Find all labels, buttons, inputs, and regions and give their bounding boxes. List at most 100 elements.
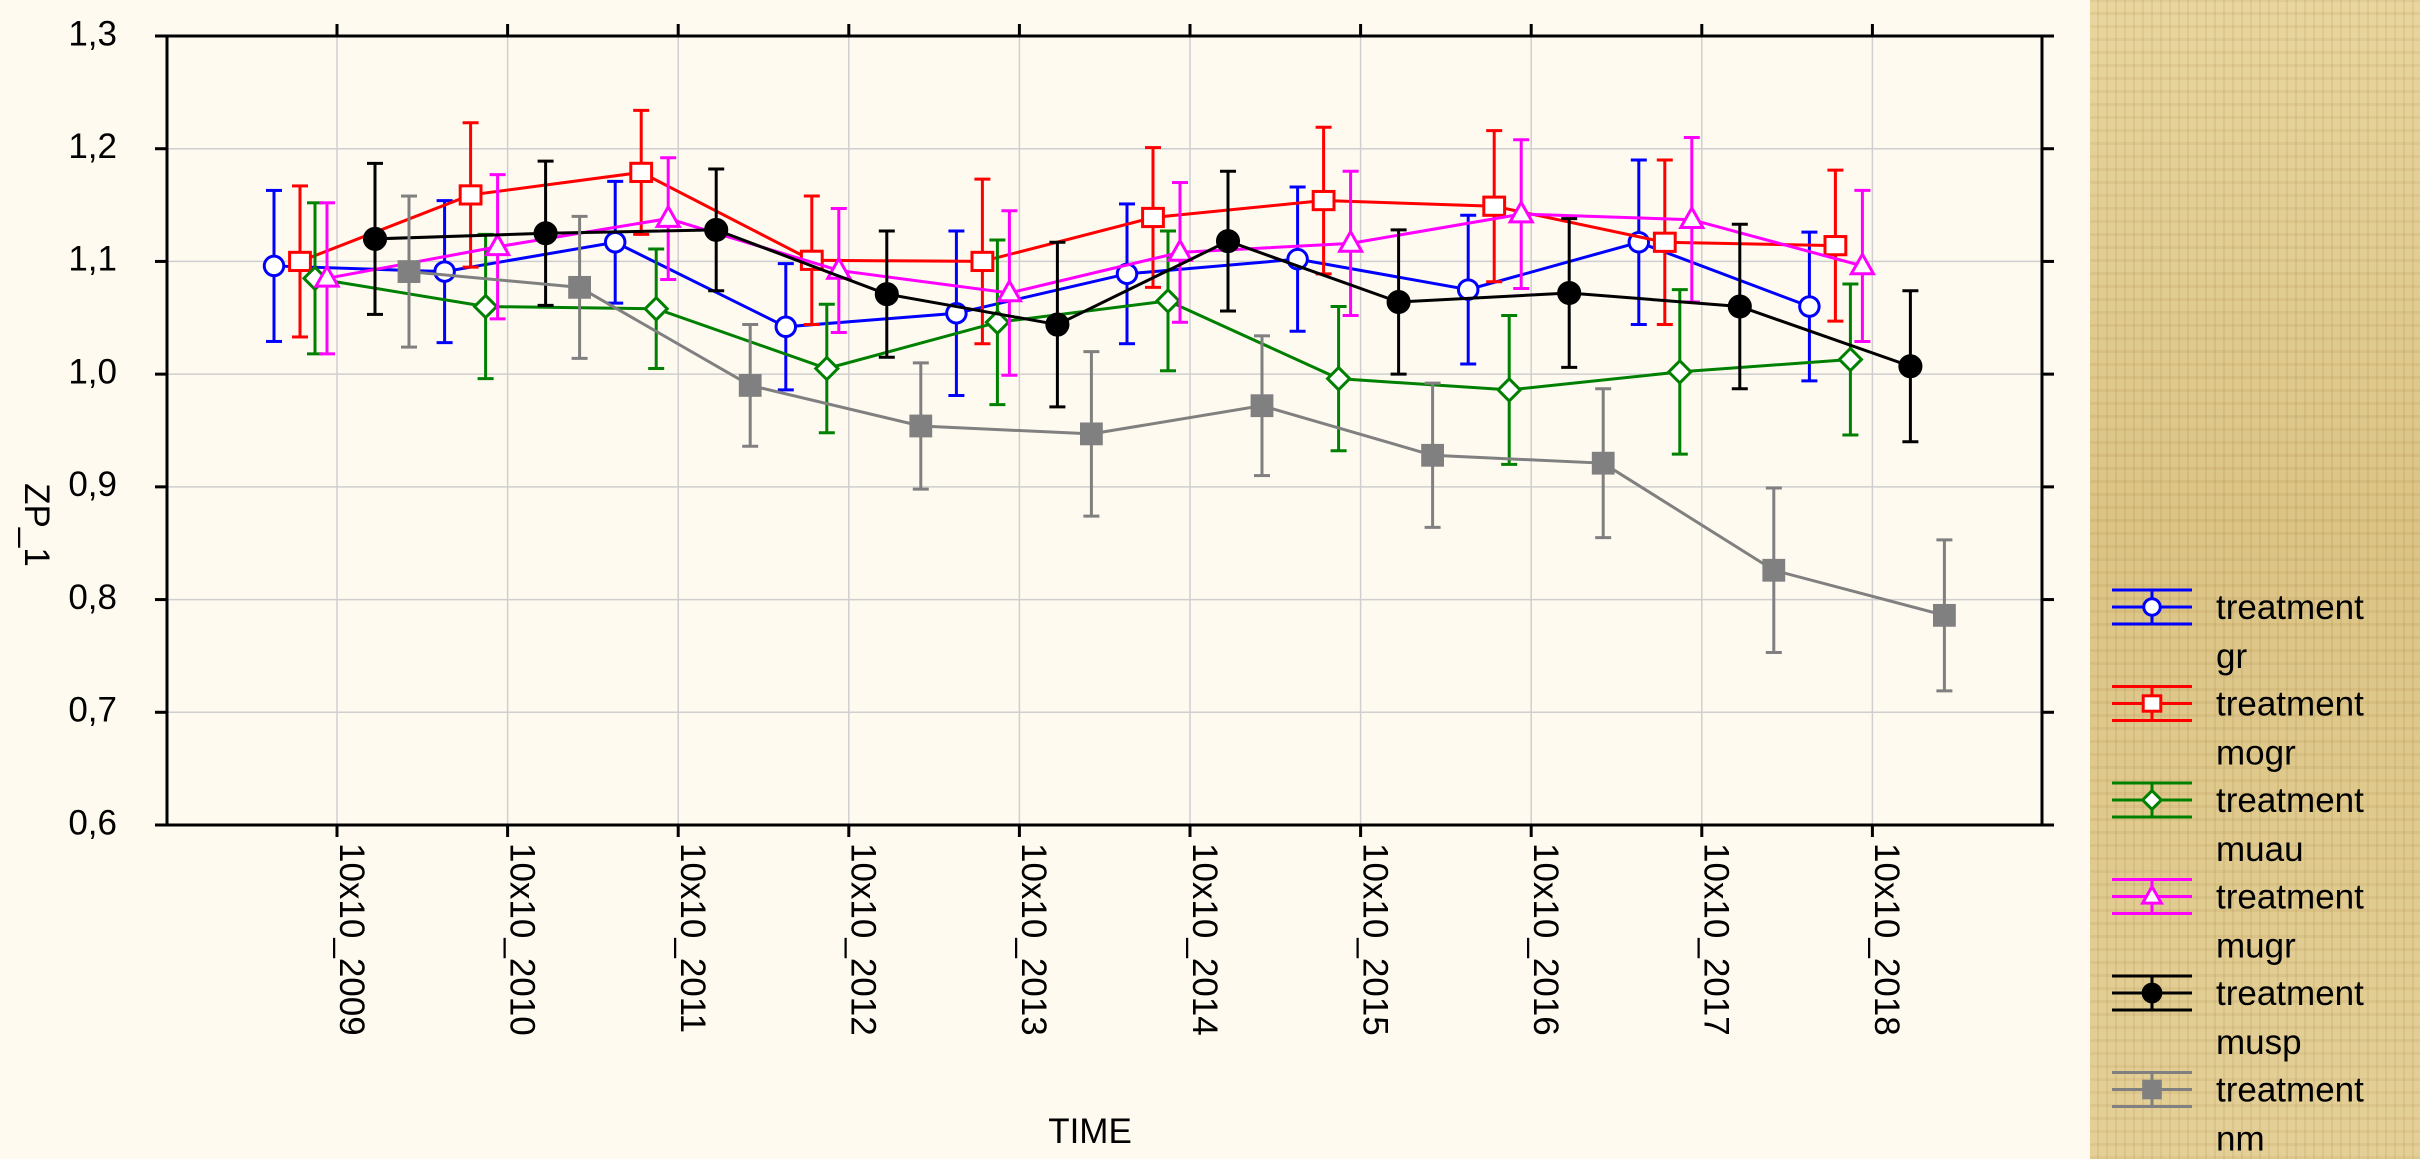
data-point xyxy=(362,226,388,251)
data-point xyxy=(397,260,421,283)
data-point xyxy=(568,275,592,299)
data-point xyxy=(1666,358,1693,386)
legend-marker xyxy=(2140,883,2164,905)
legend-label: mogr xyxy=(2216,734,2296,773)
data-point xyxy=(629,161,654,183)
legend-label: treatment xyxy=(2216,781,2364,820)
data-point xyxy=(1933,603,1956,627)
data-point xyxy=(738,374,762,397)
x-tick-label: 10x10_2011 xyxy=(673,843,712,1033)
data-point xyxy=(874,282,899,307)
legend: treatmentgrtreatmentmogrtreatmentmuautre… xyxy=(2112,588,2364,1159)
data-point xyxy=(1215,229,1241,254)
data-point xyxy=(603,231,627,254)
data-point xyxy=(1336,228,1365,253)
legend-label: treatment xyxy=(2216,588,2364,627)
legend-entry-6: treatment nm xyxy=(2112,1071,2364,1159)
data-point xyxy=(1591,451,1615,475)
data-point xyxy=(1154,287,1182,315)
series-line xyxy=(374,228,1911,368)
y-tick-label: 1,1 xyxy=(68,240,117,279)
x-axis-label: TIME xyxy=(1048,1112,1132,1151)
data-point xyxy=(472,293,499,320)
data-point xyxy=(1727,294,1752,319)
legend-label: treatment xyxy=(2216,1071,2364,1110)
x-tick-label: 10x10_2017 xyxy=(1697,843,1736,1036)
y-tick-label: 0,8 xyxy=(68,578,117,617)
legend-marker xyxy=(2142,597,2162,617)
data-point xyxy=(313,263,341,288)
data-point xyxy=(1456,278,1480,301)
x-tick-label: 10x10_2016 xyxy=(1526,843,1565,1036)
data-point xyxy=(1507,199,1535,224)
data-point xyxy=(970,250,995,273)
legend-label: nm xyxy=(2216,1120,2265,1159)
legend-marker xyxy=(2140,788,2164,812)
data-point xyxy=(984,309,1011,336)
data-point xyxy=(1678,204,1706,230)
y-axis: 0,6 0,7 0,8 0,9 1,0 1,1 1,2 1,3 xyxy=(68,14,2054,842)
data-point xyxy=(1250,394,1274,418)
y-tick-label: 1,0 xyxy=(68,352,117,391)
data-point xyxy=(458,184,483,206)
data-point xyxy=(1325,365,1352,392)
data-point xyxy=(1311,189,1336,212)
data-point xyxy=(1421,443,1444,467)
series-layer xyxy=(262,108,1956,693)
data-point xyxy=(1557,280,1582,306)
data-point xyxy=(533,221,558,246)
legend-label: treatment xyxy=(2216,974,2364,1013)
y-tick-label: 0,7 xyxy=(68,691,117,730)
x-tick-label: 10x10_2018 xyxy=(1867,843,1906,1036)
data-point xyxy=(262,254,286,278)
data-point xyxy=(1652,231,1677,253)
data-point xyxy=(643,295,670,322)
legend-marker xyxy=(2142,1079,2162,1100)
series-line xyxy=(408,270,1945,617)
data-point xyxy=(1848,251,1877,276)
y-tick-label: 1,2 xyxy=(68,127,117,166)
data-point xyxy=(1482,195,1507,217)
data-point xyxy=(1045,312,1070,337)
legend-label: treatment xyxy=(2216,878,2364,917)
y-tick-label: 0,6 xyxy=(68,803,117,842)
data-point xyxy=(288,250,312,273)
legend-label: muau xyxy=(2216,830,2304,869)
series-line xyxy=(299,170,1836,263)
data-point xyxy=(1386,289,1411,315)
series-1 xyxy=(262,158,1821,398)
chart-background xyxy=(0,0,2090,1159)
x-tick-label: 10x10_2015 xyxy=(1355,843,1394,1036)
series-4 xyxy=(313,135,1877,377)
series-6 xyxy=(397,194,1956,693)
x-tick-label: 10x10_2014 xyxy=(1185,843,1224,1036)
legend-entry-2: treatment mogr xyxy=(2112,685,2364,773)
series-2 xyxy=(288,108,1848,346)
data-point xyxy=(1080,422,1103,446)
legend-entry-3: treatment muau xyxy=(2112,781,2364,869)
x-tick-label: 10x10_2013 xyxy=(1014,843,1053,1036)
y-tick-label: 1,3 xyxy=(68,14,117,53)
series-5 xyxy=(362,159,1923,444)
x-axis: 10x10_2009 10x10_2010 10x10_2011 10x10_2012… xyxy=(332,24,1906,1036)
y-axis-label: ZP_1 xyxy=(17,483,56,567)
legend-entry-5: treatment musp xyxy=(2112,974,2364,1062)
data-point xyxy=(813,355,840,382)
data-point xyxy=(995,278,1024,303)
x-tick-label: 10x10_2012 xyxy=(844,843,883,1036)
legend-marker xyxy=(2141,982,2163,1004)
plot-area-frame xyxy=(165,34,2044,827)
series-line xyxy=(273,240,1810,329)
legend-label: mugr xyxy=(2216,927,2296,966)
data-point xyxy=(1496,376,1523,404)
legend-label: musp xyxy=(2216,1023,2302,1062)
data-point xyxy=(483,232,512,257)
legend-entry-4: treatment mugr xyxy=(2112,878,2364,966)
data-point xyxy=(1141,206,1165,229)
data-point xyxy=(704,217,729,242)
data-point xyxy=(774,315,798,339)
data-point xyxy=(1898,354,1923,379)
data-point xyxy=(909,414,933,438)
